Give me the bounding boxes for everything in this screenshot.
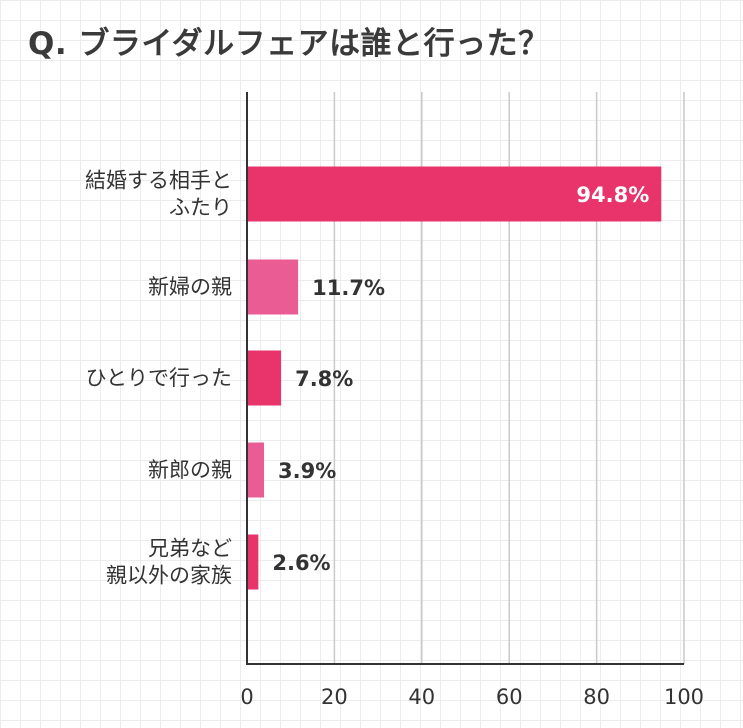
value-label-4: 2.6% [272,551,330,575]
bar-3 [247,442,265,498]
category-label-4-line-1: 親以外の家族 [106,564,232,588]
value-label-2: 7.8% [295,367,353,391]
category-label-0-line-0: 結婚する相手と [85,169,232,193]
x-tick-label-20: 20 [321,685,348,709]
x-tick-label-40: 40 [408,685,435,709]
category-label-4-line-0: 兄弟など [148,537,232,561]
x-tick-label-80: 80 [583,685,610,709]
value-label-3: 3.9% [278,459,336,483]
value-label-0: 94.8% [576,183,649,207]
category-label-2: ひとりで行った [86,366,232,390]
category-label-1: 新婦の親 [148,275,232,299]
category-label-3: 新郎の親 [148,458,232,482]
x-tick-label-0: 0 [240,685,253,709]
x-tick-label-60: 60 [496,685,523,709]
chart-title: Q. ブライダルフェアは誰と行った？ [28,26,550,62]
bar-4 [247,534,259,590]
bar-0 [247,166,662,222]
bar-1 [247,259,299,315]
x-tick-label-100: 100 [664,685,704,709]
category-label-0-line-1: ふたり [169,196,232,220]
value-label-1: 11.7% [312,276,385,300]
bar-2 [247,350,282,406]
